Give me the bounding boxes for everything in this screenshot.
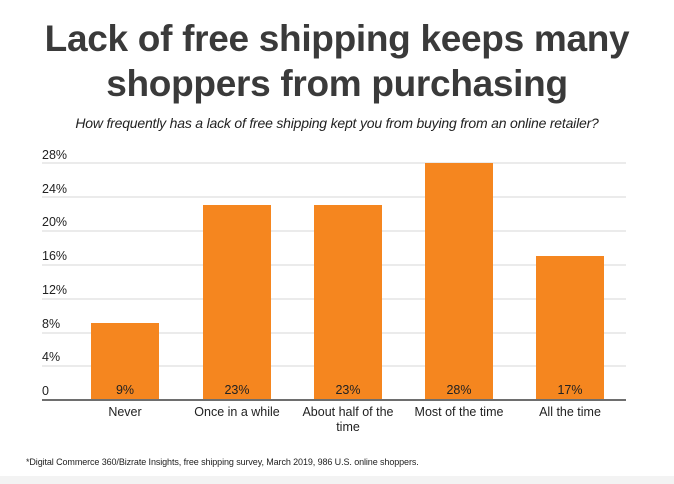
- gridline-28: [42, 162, 626, 164]
- bar-most-of-the-time: [425, 163, 493, 399]
- bar-once-in-a-while: [203, 205, 271, 399]
- chart-title-line-1: Lack of free shipping keeps many: [44, 18, 630, 59]
- x-axis-line: [42, 399, 626, 401]
- y-tick-4: 4%: [42, 350, 61, 364]
- data-label-once-in-a-while: 23%: [224, 383, 250, 397]
- y-tick-0: 0: [42, 384, 49, 398]
- y-tick-20: 20%: [42, 215, 68, 229]
- chart-title: Lack of free shipping keeps many shopper…: [0, 16, 674, 106]
- x-label-once-in-a-while: Once in a while: [194, 405, 280, 419]
- x-label-about-half-of-the-time: About half of the time: [302, 405, 394, 434]
- chart-title-line-2: shoppers from purchasing: [106, 63, 568, 104]
- bar-all-the-time: [536, 256, 604, 399]
- data-label-never: 9%: [115, 383, 135, 397]
- data-label-about-half-of-the-time: 23%: [335, 383, 361, 397]
- data-label-most-of-the-time: 28%: [446, 383, 472, 397]
- bottom-border-strip: [0, 476, 674, 484]
- y-tick-16: 16%: [42, 249, 68, 263]
- x-label-all-the-time: All the time: [539, 405, 601, 419]
- y-tick-24: 24%: [42, 182, 68, 196]
- source-footnote: *Digital Commerce 360/Bizrate Insights, …: [26, 457, 419, 467]
- x-label-most-of-the-time: Most of the time: [414, 405, 504, 419]
- data-label-all-the-time: 17%: [557, 383, 583, 397]
- bar-about-half-of-the-time: [314, 205, 382, 399]
- bar-never: [91, 323, 159, 399]
- y-tick-8: 8%: [42, 317, 61, 331]
- x-label-never: Never: [108, 405, 142, 419]
- chart-subtitle: How frequently has a lack of free shippi…: [75, 115, 599, 131]
- y-tick-12: 12%: [42, 283, 68, 297]
- gridline-24: [42, 196, 626, 198]
- y-tick-28: 28%: [42, 148, 68, 162]
